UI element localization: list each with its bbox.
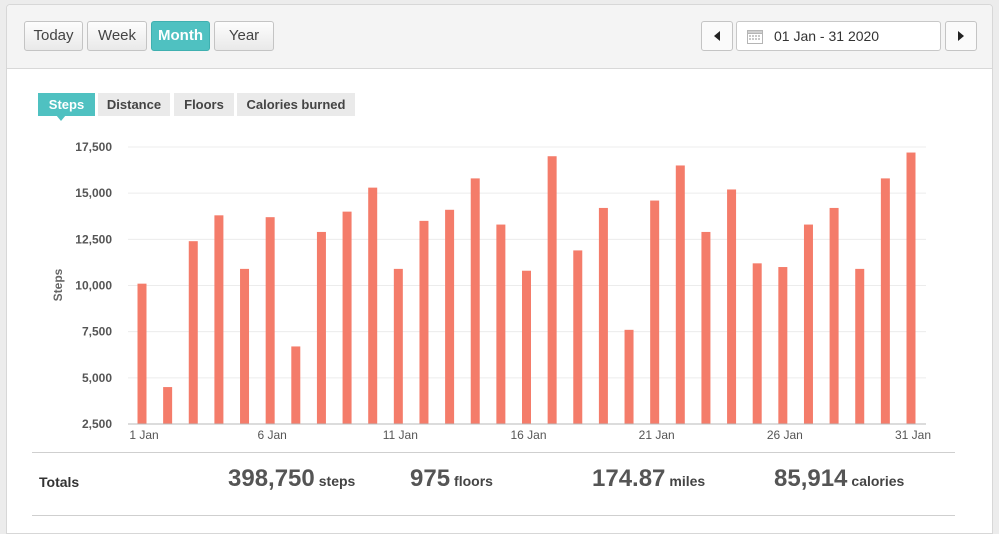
tab-floors[interactable]: Floors — [174, 93, 234, 116]
bar[interactable] — [419, 220, 429, 424]
total-miles-unit: miles — [669, 473, 706, 489]
range-button-week[interactable]: Week — [87, 21, 147, 51]
bar[interactable] — [752, 263, 762, 424]
y-tick-label: 17,500 — [75, 140, 112, 154]
tab-steps[interactable]: Steps — [38, 93, 95, 116]
range-button-month[interactable]: Month — [151, 21, 210, 51]
bar[interactable] — [701, 231, 711, 424]
x-tick-label: 21 Jan — [639, 428, 675, 442]
bar[interactable] — [188, 241, 198, 424]
y-axis-ticks: 2,500 5,000 7,500 10,000 12,500 15,000 17,500 — [75, 140, 112, 431]
bar[interactable] — [368, 187, 378, 424]
y-tick-label: 2,500 — [82, 417, 112, 431]
bar[interactable] — [316, 231, 326, 424]
total-steps-unit: steps — [318, 473, 356, 489]
bar[interactable] — [163, 387, 173, 424]
bar[interactable] — [445, 209, 455, 424]
bar[interactable] — [240, 268, 250, 424]
total-calories-value: 85,914 — [774, 465, 848, 492]
total-floors-unit: floors — [454, 473, 493, 489]
bar[interactable] — [470, 178, 480, 424]
previous-period-button[interactable] — [701, 21, 733, 51]
bar[interactable] — [650, 200, 660, 424]
totals-label: Totals — [39, 474, 80, 490]
x-tick-label: 16 Jan — [510, 428, 546, 442]
date-range-label: 01 Jan - 31 2020 — [774, 28, 880, 44]
bar[interactable] — [265, 217, 275, 424]
total-steps-value: 398,750 — [228, 465, 315, 492]
bar[interactable] — [522, 270, 531, 424]
bar[interactable] — [803, 224, 813, 424]
y-tick-label: 12,500 — [75, 232, 112, 246]
total-floors: 975 floors — [410, 465, 493, 493]
range-button-today[interactable]: Today — [24, 21, 83, 51]
y-axis-label: Steps — [51, 268, 65, 301]
bar[interactable] — [547, 156, 557, 424]
bar[interactable] — [291, 346, 301, 424]
chart-bars — [137, 152, 916, 425]
x-axis-ticks: 1 Jan 6 Jan 11 Jan 16 Jan 21 Jan 26 Jan 31 Jan — [129, 428, 931, 442]
bar[interactable] — [880, 178, 890, 424]
bar[interactable] — [496, 224, 506, 424]
y-tick-label: 10,000 — [75, 279, 112, 293]
bar[interactable] — [727, 189, 737, 424]
bar[interactable] — [624, 329, 634, 424]
x-tick-label: 11 Jan — [383, 428, 418, 442]
bar[interactable] — [137, 283, 147, 424]
totals-top-divider — [32, 452, 955, 453]
total-miles: 174.87 miles — [592, 465, 705, 493]
bar[interactable] — [342, 211, 352, 424]
x-tick-label: 26 Jan — [767, 428, 803, 442]
x-tick-label: 1 Jan — [129, 428, 158, 442]
y-tick-label: 5,000 — [82, 371, 112, 385]
total-steps: 398,750 steps — [228, 465, 355, 493]
total-calories: 85,914 calories — [774, 465, 904, 493]
y-tick-label: 15,000 — [75, 186, 112, 200]
bar[interactable] — [598, 207, 608, 424]
bar[interactable] — [855, 268, 865, 424]
total-calories-unit: calories — [851, 473, 905, 489]
x-tick-label: 6 Jan — [257, 428, 286, 442]
bar[interactable] — [214, 215, 224, 424]
totals-bottom-divider — [32, 515, 955, 516]
bar[interactable] — [675, 165, 685, 424]
bar[interactable] — [778, 267, 788, 424]
arrow-right-icon — [958, 31, 964, 41]
range-button-year[interactable]: Year — [214, 21, 274, 51]
dashboard-panel: Today Week Month Year 01 Jan - 31 2020 — [6, 4, 993, 534]
calendar-icon — [747, 30, 763, 44]
bar[interactable] — [906, 152, 916, 425]
total-miles-value: 174.87 — [592, 465, 666, 492]
steps-bar-chart: 2,5005,0007,50010,00012,50015,00017,500 … — [51, 140, 931, 442]
date-range-picker[interactable]: 01 Jan - 31 2020 — [736, 21, 941, 51]
bar[interactable] — [829, 207, 839, 424]
chart-gridlines — [128, 146, 926, 379]
next-period-button[interactable] — [945, 21, 977, 51]
y-tick-label: 7,500 — [82, 325, 112, 339]
active-tab-pointer — [56, 115, 66, 121]
bar[interactable] — [393, 268, 403, 424]
bar[interactable] — [573, 250, 583, 424]
arrow-left-icon — [714, 31, 720, 41]
total-floors-value: 975 — [410, 465, 451, 492]
tab-calories-burned[interactable]: Calories burned — [237, 93, 355, 116]
tab-distance[interactable]: Distance — [98, 93, 170, 116]
toolbar: Today Week Month Year 01 Jan - 31 2020 — [7, 5, 992, 69]
x-tick-label: 31 Jan — [895, 428, 931, 442]
